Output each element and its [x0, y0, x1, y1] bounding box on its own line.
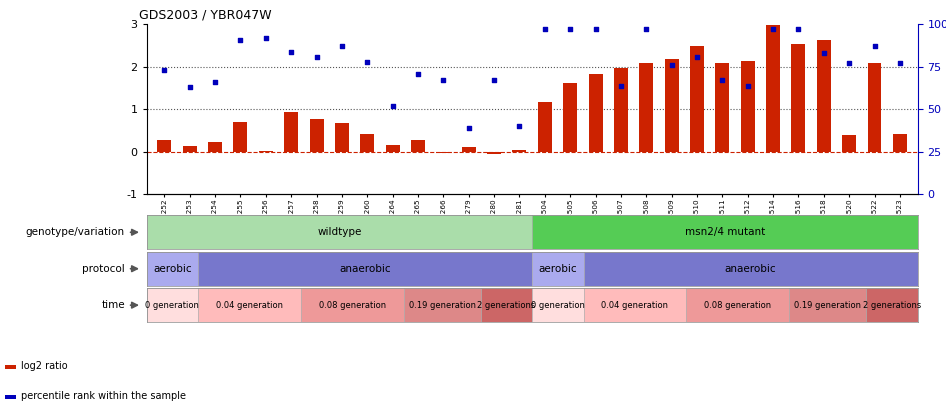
Text: 2 generations: 2 generations	[478, 301, 535, 310]
Point	[816, 50, 832, 56]
Point	[461, 125, 476, 131]
Bar	[588, 74, 603, 152]
Bar	[532, 215, 918, 249]
Bar	[816, 40, 831, 152]
Point	[486, 77, 501, 84]
Text: percentile rank within the sample: percentile rank within the sample	[22, 392, 186, 401]
Bar	[614, 68, 628, 152]
Point	[639, 26, 654, 33]
Bar	[584, 252, 918, 286]
Bar	[715, 64, 729, 152]
Text: wildtype: wildtype	[317, 227, 361, 237]
Bar	[639, 64, 654, 152]
Bar	[284, 112, 298, 152]
Bar	[741, 61, 755, 152]
Point	[411, 70, 426, 77]
Point	[258, 35, 273, 41]
Point	[664, 62, 679, 68]
Bar	[766, 25, 780, 152]
Point	[359, 58, 375, 65]
Bar	[147, 288, 198, 322]
Bar	[147, 215, 532, 249]
Text: aerobic: aerobic	[538, 264, 577, 274]
Bar	[301, 288, 404, 322]
Bar	[183, 146, 197, 152]
Point	[207, 79, 222, 85]
Bar	[157, 140, 171, 152]
Point	[690, 53, 705, 60]
Point	[613, 82, 628, 89]
Point	[765, 26, 780, 33]
Text: msn2/4 mutant: msn2/4 mutant	[685, 227, 765, 237]
Bar	[690, 47, 704, 152]
Text: protocol: protocol	[82, 264, 125, 274]
Point	[791, 26, 806, 33]
Bar	[487, 152, 501, 153]
Bar	[411, 141, 425, 152]
Text: 2 generations: 2 generations	[863, 301, 921, 310]
Text: 0.04 generation: 0.04 generation	[602, 301, 669, 310]
Text: 0 generation: 0 generation	[531, 301, 585, 310]
Point	[157, 67, 172, 73]
Bar	[584, 288, 687, 322]
Bar	[665, 59, 678, 152]
Point	[740, 82, 755, 89]
Text: 0.04 generation: 0.04 generation	[216, 301, 283, 310]
Text: anaerobic: anaerobic	[725, 264, 777, 274]
Bar	[404, 288, 481, 322]
Bar	[259, 151, 272, 152]
Point	[183, 84, 198, 90]
Bar	[532, 252, 584, 286]
Bar	[147, 252, 198, 286]
Text: GDS2003 / YBR047W: GDS2003 / YBR047W	[139, 9, 272, 22]
Bar	[335, 124, 349, 152]
Bar	[198, 288, 301, 322]
Bar	[462, 147, 476, 152]
Point	[588, 26, 604, 33]
Point	[715, 77, 730, 84]
Text: 0.19 generation: 0.19 generation	[795, 301, 861, 310]
Text: log2 ratio: log2 ratio	[22, 361, 68, 371]
Bar	[789, 288, 867, 322]
Text: genotype/variation: genotype/variation	[26, 227, 125, 237]
Bar	[563, 83, 577, 152]
Point	[842, 60, 857, 67]
Point	[867, 43, 882, 50]
Text: anaerobic: anaerobic	[340, 264, 391, 274]
Point	[537, 26, 552, 33]
Bar	[867, 288, 918, 322]
Point	[512, 123, 527, 130]
Point	[334, 43, 349, 50]
Text: 0.08 generation: 0.08 generation	[704, 301, 771, 310]
Point	[233, 36, 248, 43]
Bar	[842, 135, 856, 152]
Point	[284, 48, 299, 55]
Bar	[309, 119, 324, 152]
Bar	[792, 44, 805, 152]
Text: 0.08 generation: 0.08 generation	[319, 301, 386, 310]
Bar	[198, 252, 532, 286]
Bar	[867, 64, 882, 152]
Bar	[386, 145, 399, 152]
Point	[385, 103, 400, 109]
Text: aerobic: aerobic	[153, 264, 192, 274]
Bar	[234, 122, 248, 152]
Point	[563, 26, 578, 33]
Bar	[208, 142, 222, 152]
Point	[436, 77, 451, 84]
Bar	[481, 288, 532, 322]
Bar	[436, 152, 450, 153]
Bar	[893, 134, 907, 152]
Point	[892, 60, 907, 67]
Point	[309, 53, 324, 60]
Bar	[687, 288, 789, 322]
Text: 0.19 generation: 0.19 generation	[409, 301, 476, 310]
Text: time: time	[101, 300, 125, 310]
Bar	[360, 134, 375, 152]
Bar	[532, 288, 584, 322]
Bar	[513, 150, 526, 152]
Bar	[538, 102, 552, 152]
Text: 0 generation: 0 generation	[146, 301, 200, 310]
